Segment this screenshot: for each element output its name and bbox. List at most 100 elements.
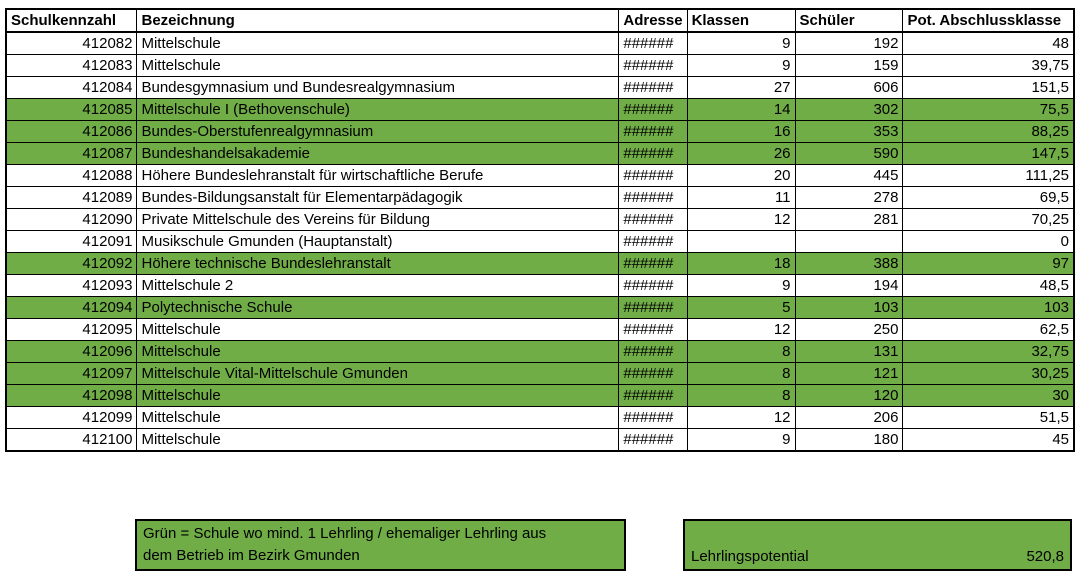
cell-klassen[interactable]: 14 [686,98,796,121]
cell-adresse[interactable]: ###### [618,230,688,253]
cell-klassen[interactable]: 8 [686,362,796,385]
cell-adresse[interactable]: ###### [618,186,688,209]
cell-klassen[interactable]: 20 [686,164,796,187]
cell-schueler[interactable] [794,230,904,253]
cell-adresse[interactable]: ###### [618,76,688,99]
cell-pot_abschlussklasse[interactable]: 0 [902,230,1075,253]
cell-pot_abschlussklasse[interactable]: 32,75 [902,340,1075,363]
cell-schulkennzahl[interactable]: 412097 [5,362,138,385]
cell-schulkennzahl[interactable]: 412090 [5,208,138,231]
cell-schueler[interactable]: 278 [794,186,904,209]
cell-pot_abschlussklasse[interactable]: 75,5 [902,98,1075,121]
legend-box[interactable]: Grün = Schule wo mind. 1 Lehrling / ehem… [135,519,626,571]
cell-adresse[interactable]: ###### [618,340,688,363]
cell-pot_abschlussklasse[interactable]: 39,75 [902,54,1075,77]
cell-pot_abschlussklasse[interactable]: 147,5 [902,142,1075,165]
cell-bezeichnung[interactable]: Bundeshandelsakademie [136,142,620,165]
cell-schueler[interactable]: 250 [794,318,904,341]
cell-bezeichnung[interactable]: Musikschule Gmunden (Hauptanstalt) [136,230,620,253]
cell-klassen[interactable]: 16 [686,120,796,143]
cell-pot_abschlussklasse[interactable]: 97 [902,252,1075,275]
cell-pot_abschlussklasse[interactable]: 88,25 [902,120,1075,143]
cell-schulkennzahl[interactable]: 412089 [5,186,138,209]
cell-schueler[interactable]: 120 [794,384,904,407]
cell-schueler[interactable]: 121 [794,362,904,385]
cell-bezeichnung[interactable]: Mittelschule [136,406,620,429]
cell-bezeichnung[interactable]: Mittelschule 2 [136,274,620,297]
cell-bezeichnung[interactable]: Polytechnische Schule [136,296,620,319]
cell-schueler[interactable]: 353 [794,120,904,143]
cell-klassen[interactable]: 12 [686,208,796,231]
cell-bezeichnung[interactable]: Mittelschule [136,428,620,452]
cell-bezeichnung[interactable]: Mittelschule [136,54,620,77]
cell-schulkennzahl[interactable]: 412082 [5,31,138,55]
cell-schulkennzahl[interactable]: 412099 [5,406,138,429]
cell-klassen[interactable]: 8 [686,384,796,407]
cell-schueler[interactable]: 388 [794,252,904,275]
cell-bezeichnung[interactable]: Mittelschule I (Bethovenschule) [136,98,620,121]
cell-adresse[interactable]: ###### [618,120,688,143]
column-header-schulkennzahl[interactable]: Schulkennzahl [5,8,138,33]
cell-bezeichnung[interactable]: Höhere technische Bundeslehranstalt [136,252,620,275]
cell-klassen[interactable]: 12 [686,406,796,429]
cell-bezeichnung[interactable]: Bundes-Bildungsanstalt für Elementarpäda… [136,186,620,209]
cell-schueler[interactable]: 606 [794,76,904,99]
cell-klassen[interactable]: 11 [686,186,796,209]
cell-klassen[interactable]: 9 [686,274,796,297]
cell-adresse[interactable]: ###### [618,164,688,187]
cell-klassen[interactable]: 18 [686,252,796,275]
cell-pot_abschlussklasse[interactable]: 70,25 [902,208,1075,231]
cell-klassen[interactable]: 27 [686,76,796,99]
cell-adresse[interactable]: ###### [618,208,688,231]
cell-schueler[interactable]: 445 [794,164,904,187]
cell-schueler[interactable]: 159 [794,54,904,77]
cell-pot_abschlussklasse[interactable]: 62,5 [902,318,1075,341]
cell-bezeichnung[interactable]: Mittelschule [136,340,620,363]
column-header-bezeichnung[interactable]: Bezeichnung [136,8,620,33]
column-header-klassen[interactable]: Klassen [686,8,796,33]
cell-adresse[interactable]: ###### [618,252,688,275]
cell-adresse[interactable]: ###### [618,384,688,407]
cell-schulkennzahl[interactable]: 412098 [5,384,138,407]
cell-adresse[interactable]: ###### [618,318,688,341]
cell-adresse[interactable]: ###### [618,406,688,429]
cell-pot_abschlussklasse[interactable]: 30 [902,384,1075,407]
cell-schulkennzahl[interactable]: 412087 [5,142,138,165]
cell-bezeichnung[interactable]: Bundes-Oberstufenrealgymnasium [136,120,620,143]
cell-pot_abschlussklasse[interactable]: 103 [902,296,1075,319]
cell-bezeichnung[interactable]: Mittelschule [136,318,620,341]
cell-schulkennzahl[interactable]: 412093 [5,274,138,297]
cell-pot_abschlussklasse[interactable]: 48 [902,31,1075,55]
cell-schulkennzahl[interactable]: 412094 [5,296,138,319]
cell-pot_abschlussklasse[interactable]: 69,5 [902,186,1075,209]
column-header-pot_abschlussklasse[interactable]: Pot. Abschlussklasse [902,8,1075,33]
cell-klassen[interactable]: 12 [686,318,796,341]
cell-schueler[interactable]: 281 [794,208,904,231]
cell-pot_abschlussklasse[interactable]: 30,25 [902,362,1075,385]
column-header-schueler[interactable]: Schüler [794,8,904,33]
cell-bezeichnung[interactable]: Mittelschule [136,384,620,407]
cell-schueler[interactable]: 206 [794,406,904,429]
cell-adresse[interactable]: ###### [618,31,688,55]
cell-adresse[interactable]: ###### [618,362,688,385]
cell-schulkennzahl[interactable]: 412100 [5,428,138,452]
cell-pot_abschlussklasse[interactable]: 151,5 [902,76,1075,99]
cell-adresse[interactable]: ###### [618,98,688,121]
cell-bezeichnung[interactable]: Mittelschule [136,31,620,55]
cell-pot_abschlussklasse[interactable]: 51,5 [902,406,1075,429]
cell-klassen[interactable]: 8 [686,340,796,363]
cell-schulkennzahl[interactable]: 412084 [5,76,138,99]
cell-schulkennzahl[interactable]: 412095 [5,318,138,341]
cell-schulkennzahl[interactable]: 412092 [5,252,138,275]
cell-adresse[interactable]: ###### [618,54,688,77]
cell-schueler[interactable]: 192 [794,31,904,55]
cell-pot_abschlussklasse[interactable]: 111,25 [902,164,1075,187]
cell-schueler[interactable]: 194 [794,274,904,297]
cell-schulkennzahl[interactable]: 412096 [5,340,138,363]
cell-schueler[interactable]: 131 [794,340,904,363]
summary-box[interactable]: Lehrlingspotential 520,8 [683,519,1072,571]
cell-klassen[interactable]: 26 [686,142,796,165]
cell-bezeichnung[interactable]: Höhere Bundeslehranstalt für wirtschaftl… [136,164,620,187]
cell-schulkennzahl[interactable]: 412091 [5,230,138,253]
cell-bezeichnung[interactable]: Bundesgymnasium und Bundesrealgymnasium [136,76,620,99]
